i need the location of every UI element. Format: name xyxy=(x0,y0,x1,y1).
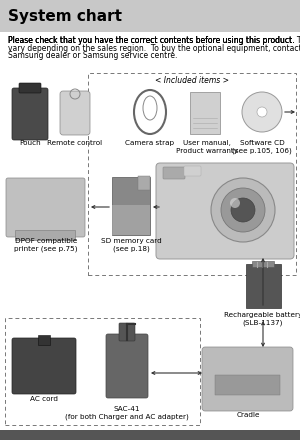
Text: Pouch: Pouch xyxy=(19,140,41,146)
FancyBboxPatch shape xyxy=(60,91,90,135)
FancyBboxPatch shape xyxy=(6,178,85,237)
FancyBboxPatch shape xyxy=(15,230,75,240)
Circle shape xyxy=(242,92,282,132)
FancyBboxPatch shape xyxy=(0,430,300,440)
FancyBboxPatch shape xyxy=(163,167,185,179)
Text: Remote control: Remote control xyxy=(47,140,103,146)
FancyBboxPatch shape xyxy=(119,323,135,341)
Circle shape xyxy=(230,198,240,208)
Text: vary depending on the sales region.  To buy the optional equipment, contact your: vary depending on the sales region. To b… xyxy=(8,44,300,52)
Text: Samsung dealer or Samsung service centre.: Samsung dealer or Samsung service centre… xyxy=(8,51,177,60)
FancyBboxPatch shape xyxy=(215,375,280,395)
Text: Camera strap: Camera strap xyxy=(125,140,175,146)
FancyBboxPatch shape xyxy=(106,334,148,398)
Text: Cradle: Cradle xyxy=(236,412,260,418)
FancyBboxPatch shape xyxy=(138,176,150,190)
FancyBboxPatch shape xyxy=(38,335,50,345)
FancyBboxPatch shape xyxy=(12,88,48,140)
FancyBboxPatch shape xyxy=(202,347,293,411)
Text: < Included items >: < Included items > xyxy=(155,76,229,85)
Text: Please check that you have the correct contents before using this product.: Please check that you have the correct c… xyxy=(8,36,297,45)
Text: Please check that you have the correct contents before using this product. The c: Please check that you have the correct c… xyxy=(8,36,300,45)
FancyBboxPatch shape xyxy=(184,166,201,176)
Text: System chart: System chart xyxy=(8,8,122,23)
Ellipse shape xyxy=(143,96,157,120)
Text: User manual,
Product warranty: User manual, Product warranty xyxy=(176,140,238,154)
Circle shape xyxy=(211,178,275,242)
FancyBboxPatch shape xyxy=(246,264,281,308)
FancyBboxPatch shape xyxy=(12,338,76,394)
Text: SD memory card
(see p.18): SD memory card (see p.18) xyxy=(100,238,161,252)
FancyBboxPatch shape xyxy=(112,205,150,235)
FancyBboxPatch shape xyxy=(190,92,220,134)
Text: AC cord: AC cord xyxy=(30,396,58,402)
Text: Rechargeable battery
(SLB-1137): Rechargeable battery (SLB-1137) xyxy=(224,312,300,326)
FancyBboxPatch shape xyxy=(156,163,294,259)
Text: SAC-41
(for both Charger and AC adapter): SAC-41 (for both Charger and AC adapter) xyxy=(65,406,189,420)
FancyBboxPatch shape xyxy=(252,261,274,267)
FancyBboxPatch shape xyxy=(19,83,41,93)
Circle shape xyxy=(257,107,267,117)
Text: Please check that you have the correct contents before using this product.: Please check that you have the correct c… xyxy=(8,36,295,45)
Text: DPOF compatible
printer (see p.75): DPOF compatible printer (see p.75) xyxy=(14,238,78,252)
Text: Software CD
(see p.105, 106): Software CD (see p.105, 106) xyxy=(232,140,292,154)
Circle shape xyxy=(221,188,265,232)
Circle shape xyxy=(231,198,255,222)
FancyBboxPatch shape xyxy=(0,0,300,32)
FancyBboxPatch shape xyxy=(112,177,150,235)
